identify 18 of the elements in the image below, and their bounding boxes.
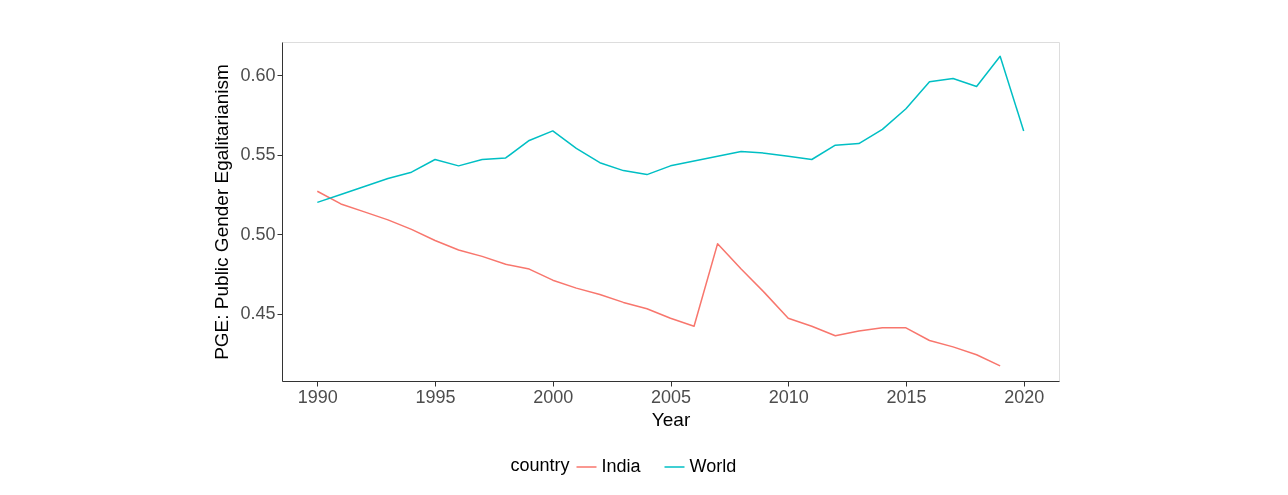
legend-label: World [689,456,737,476]
x-tick-label: 2020 [1004,386,1045,407]
x-tick-label: 1990 [297,386,338,407]
legend-title: country [510,455,570,475]
legend-label: India [601,456,642,476]
y-axis-title: PGE: Public Gender Egalitarianism [211,64,233,360]
y-tick-label: 0.45 [240,303,276,324]
x-tick-label: 2015 [886,386,927,407]
x-axis-title: Year [651,408,691,430]
line-series [316,55,1025,204]
line-series [316,190,1001,367]
y-tick-label: 0.60 [240,64,276,85]
y-tick-label: 0.50 [240,223,276,244]
x-tick-label: 2010 [768,386,809,407]
x-tick-label: 2005 [650,386,692,407]
y-tick-label: 0.55 [240,144,276,165]
x-tick-label: 1995 [415,386,456,407]
x-tick-label: 2000 [533,386,574,407]
